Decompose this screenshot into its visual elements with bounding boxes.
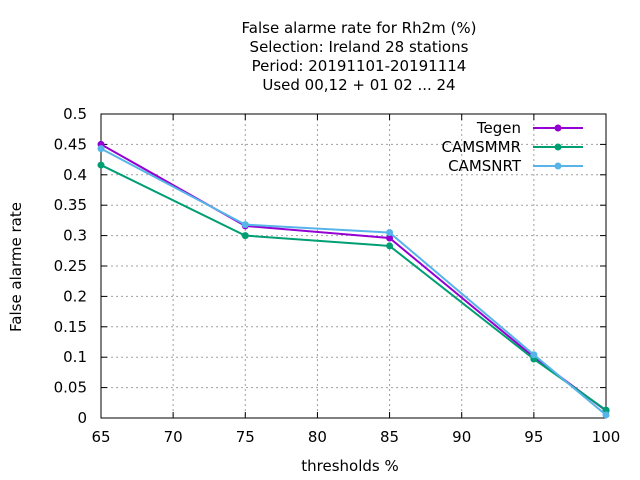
legend-swatch-marker — [554, 143, 562, 151]
y-tick-label: 0.25 — [54, 257, 87, 275]
legend-swatch-marker — [554, 162, 562, 170]
x-tick-label: 100 — [592, 428, 621, 446]
y-tick-label: 0.1 — [63, 348, 87, 366]
x-tick-label: 95 — [524, 428, 543, 446]
title-line: Selection: Ireland 28 stations — [250, 38, 469, 56]
title-line: Period: 20191101-20191114 — [252, 57, 467, 75]
x-tick-label: 90 — [452, 428, 471, 446]
data-point-camsnrt — [386, 229, 394, 237]
legend-swatch-marker — [554, 124, 562, 132]
chart-series — [97, 140, 610, 419]
x-tick-label: 75 — [236, 428, 255, 446]
title-line: False alarme rate for Rh2m (%) — [242, 19, 477, 37]
y-tick-label: 0.45 — [54, 135, 87, 153]
legend-label: CAMSMMR — [441, 138, 521, 156]
chart-axes: 65 70 75 80 85 90 95 100 0 0.05 0.1 0.15 0.2 0.25 0.3 0… — [54, 105, 621, 446]
x-tick-label: 70 — [164, 428, 183, 446]
data-point-camsmmr — [386, 242, 394, 250]
chart-grid — [101, 114, 606, 418]
data-point-camsnrt — [530, 351, 538, 359]
y-axis-label: False alarme rate — [7, 202, 25, 332]
series-line-camsmmr — [100, 164, 607, 411]
y-tick-label: 0.5 — [63, 105, 87, 123]
x-tick-label: 80 — [308, 428, 327, 446]
title-line: Used 00,12 + 01 02 ... 24 — [262, 76, 455, 94]
chart-title: False alarme rate for Rh2m (%)Selection:… — [242, 19, 477, 94]
data-point-camsnrt — [602, 411, 610, 419]
y-tick-label: 0.05 — [54, 379, 87, 397]
data-point-camsnrt — [241, 221, 249, 229]
y-tick-label: 0.2 — [63, 287, 87, 305]
series-line-tegen — [100, 143, 607, 412]
data-point-camsnrt — [97, 145, 105, 153]
x-tick-label: 85 — [380, 428, 399, 446]
y-tick-label: 0.3 — [63, 227, 87, 245]
y-tick-label: 0.35 — [54, 196, 87, 214]
series-line-camsnrt — [100, 147, 607, 416]
x-axis-label: thresholds % — [301, 457, 398, 475]
data-point-camsmmr — [97, 161, 105, 169]
legend-label: CAMSNRT — [448, 157, 522, 175]
legend-label: Tegen — [476, 119, 521, 137]
y-tick-label: 0.15 — [54, 318, 87, 336]
data-point-camsmmr — [602, 406, 610, 414]
data-point-camsmmr — [241, 232, 249, 240]
x-tick-label: 65 — [91, 428, 110, 446]
data-point-tegen — [386, 234, 394, 242]
y-tick-label: 0 — [77, 409, 87, 427]
y-tick-label: 0.4 — [63, 166, 87, 184]
